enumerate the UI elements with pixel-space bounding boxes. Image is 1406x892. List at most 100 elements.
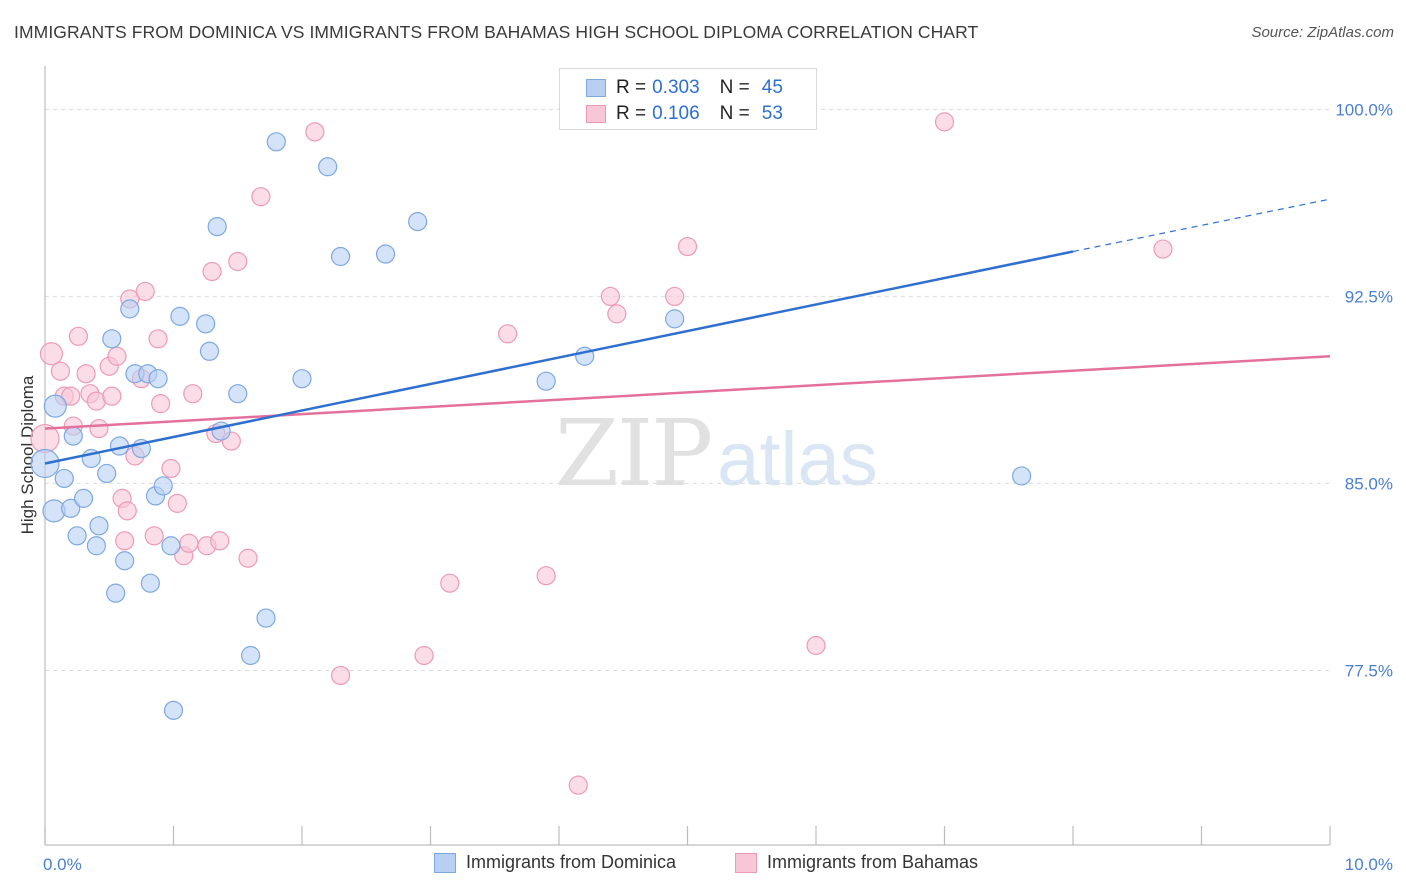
legend-row-dominica: R = 0.303 N = 45 [586, 76, 783, 100]
dominica-point [115, 551, 135, 571]
bahamas-point [498, 324, 518, 344]
bahamas-point [806, 635, 826, 656]
trendlines [44, 198, 1331, 465]
bahamas-point [251, 187, 271, 207]
bottom-legend-swatch-dominica [434, 852, 456, 873]
y-tick-label: 77.5% [1345, 661, 1393, 680]
bahamas-point [144, 526, 164, 546]
bahamas-point [107, 346, 127, 366]
dominica-point [161, 536, 181, 556]
dominica-point [140, 573, 160, 593]
legend-swatch-bahamas [586, 105, 606, 123]
dominica-point [120, 299, 140, 319]
x-tick-label: 10.0% [1345, 855, 1393, 874]
dominica-point [61, 498, 81, 518]
bahamas-point [568, 775, 588, 795]
legend-row-bahamas: R = 0.106 N = 53 [586, 102, 783, 126]
dominica-point [102, 329, 122, 349]
bahamas-point [238, 548, 258, 568]
bahamas-point [135, 281, 155, 302]
dominica-trendline-extension [1072, 198, 1331, 253]
dominica-point [1011, 466, 1032, 486]
bottom-legend-swatch-bahamas [735, 852, 757, 873]
bahamas-point [536, 566, 556, 586]
axes [44, 66, 1331, 846]
bahamas-point [68, 326, 89, 346]
watermark-zip: ZIP [555, 400, 713, 507]
dominica-point [330, 246, 351, 267]
legend-n-label: N = [719, 103, 750, 124]
bahamas-point [934, 112, 955, 132]
dominica-point [86, 536, 107, 556]
dominica-point [73, 488, 94, 508]
dominica-point [196, 314, 216, 334]
watermark-atlas: atlas [717, 417, 878, 502]
bahamas-point [228, 251, 248, 272]
dominica-point [375, 244, 396, 264]
dominica-point [199, 341, 220, 361]
dominica-trendline [44, 250, 1074, 465]
dominica-point [89, 516, 109, 536]
bottom-legend-label-dominica: Immigrants from Dominica [466, 852, 677, 872]
chart-title: IMMIGRANTS FROM DOMINICA VS IMMIGRANTS F… [14, 22, 979, 42]
dominica-point [106, 583, 126, 603]
dominica-point [408, 212, 428, 232]
bahamas-point [202, 261, 222, 282]
dominica-point [67, 526, 87, 546]
dominica-point [241, 645, 261, 666]
bahamas-points [30, 112, 1173, 795]
bahamas-point [607, 304, 627, 324]
dominica-point [665, 309, 685, 329]
bottom-legend-dominica[interactable]: Immigrants from Dominica [434, 852, 676, 873]
dominica-point [170, 306, 190, 326]
bahamas-point [330, 665, 351, 686]
tick-labels: 77.5% 85.0% 92.5% 100.0% 0.0% 10.0% [43, 100, 1393, 874]
watermark: ZIPatlas [555, 400, 878, 507]
dominica-point [207, 217, 227, 237]
dominica-point [54, 468, 74, 489]
correlation-legend: R = 0.303 N = 45 R = 0.106 N = 53 [559, 68, 817, 130]
bahamas-point [210, 531, 230, 551]
bahamas-point [167, 493, 187, 513]
dominica-point [228, 384, 248, 404]
dominica-point [256, 608, 276, 628]
y-tick-label: 92.5% [1345, 287, 1393, 306]
bahamas-point [665, 286, 685, 307]
legend-n-value-bahamas: 53 [761, 103, 783, 124]
bahamas-point [39, 342, 64, 366]
dominica-point [292, 369, 312, 389]
legend-n-label: N = [719, 77, 750, 98]
bahamas-point [115, 531, 135, 551]
bahamas-point [440, 573, 460, 593]
dominica-point [63, 426, 83, 446]
legend-swatch-dominica [586, 79, 606, 97]
bahamas-point [600, 286, 621, 307]
dominica-point [148, 369, 168, 389]
legend-r-value-bahamas: 0.106 [652, 103, 700, 124]
bahamas-trendline [44, 355, 1331, 430]
dominica-point [163, 700, 184, 720]
bahamas-point [179, 533, 199, 553]
legend-r-label: R = [616, 77, 647, 98]
bottom-legend-bahamas[interactable]: Immigrants from Bahamas [735, 852, 978, 873]
bahamas-point [89, 418, 109, 439]
legend-r-label: R = [616, 103, 647, 124]
bahamas-point [148, 329, 168, 349]
bahamas-point [161, 458, 181, 479]
bahamas-point [1153, 239, 1173, 259]
y-tick-label: 85.0% [1345, 474, 1393, 493]
legend-n-value-dominica: 45 [761, 77, 783, 98]
bahamas-point [61, 386, 81, 406]
bahamas-point [305, 122, 325, 142]
bahamas-point [117, 501, 137, 521]
legend-r-value-dominica: 0.303 [652, 77, 700, 98]
bahamas-point [677, 236, 698, 257]
bahamas-point [76, 364, 96, 384]
dominica-points [30, 132, 1032, 720]
dominica-point [97, 463, 117, 484]
x-tick-label: 0.0% [43, 855, 82, 874]
y-tick-label: 100.0% [1335, 100, 1393, 119]
bahamas-point [183, 384, 203, 404]
bahamas-point [102, 386, 122, 406]
